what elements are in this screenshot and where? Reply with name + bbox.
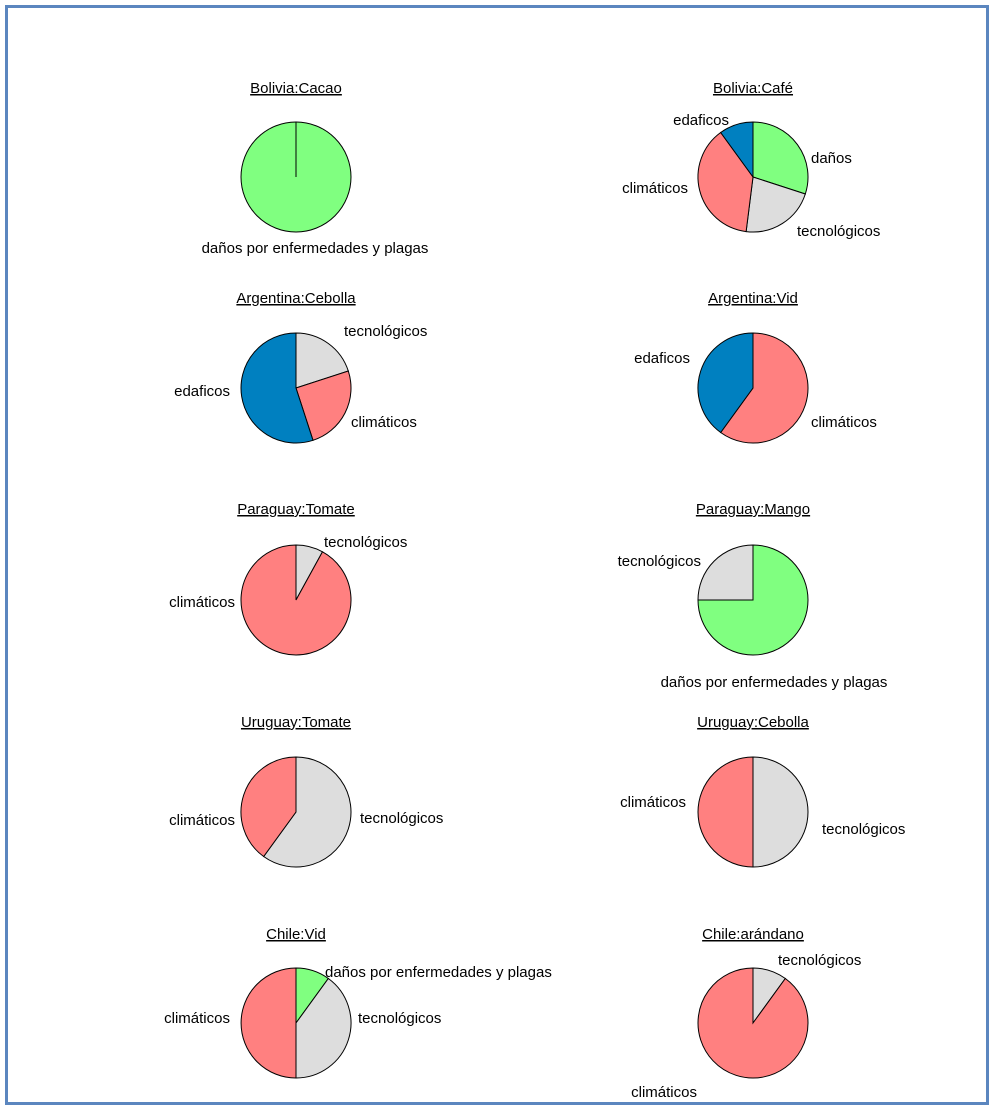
pie-slice-tecnologicos — [745, 176, 806, 233]
chart-title: Uruguay:Tomate — [241, 714, 351, 731]
pie-slice-climaticos — [240, 756, 297, 858]
slice-label-climaticos: climáticos — [622, 180, 688, 197]
pie-chart-bolivia-cafe: Bolivia:Café daños tecnológicos climáticos e… — [622, 80, 880, 240]
pie-slice-climaticos — [719, 332, 809, 444]
slice-label-climaticos: climáticos — [351, 414, 417, 431]
chart-title: Chile:Vid — [266, 926, 326, 943]
pie-slice-tecnologicos — [262, 756, 352, 868]
pie-slice-edaficos — [240, 332, 314, 444]
slice-label-climaticos: climáticos — [631, 1084, 697, 1101]
slice-label-climaticos: climáticos — [620, 794, 686, 811]
slice-label-tecnologicos: tecnológicos — [778, 952, 861, 969]
pie-chart-chile-arandano: Chile:arándano tecnológicos climáticos — [631, 926, 861, 1101]
slice-label-climaticos: climáticos — [164, 1010, 230, 1027]
slice-label-tecnologicos: tecnológicos — [618, 553, 701, 570]
pie-chart-argentina-cebolla: Argentina:Cebolla tecnológicos climáticos e… — [174, 290, 427, 444]
slice-label-danos-por-enfermedades-y-plagas: daños por enfermedades y plagas — [202, 240, 429, 257]
pie-slice-tecnologicos — [697, 544, 754, 601]
pie-chart-paraguay-mango: Paraguay:Mango daños por enfermedades y p… — [618, 501, 888, 691]
pie-slice-edaficos — [697, 332, 754, 434]
pie-slice-edaficos — [719, 121, 754, 179]
pie-slice-climaticos — [697, 131, 754, 233]
pie-slice-tecnologicos — [295, 977, 352, 1079]
slice-label-climaticos: climáticos — [169, 812, 235, 829]
pie-slice-climaticos — [697, 967, 809, 1079]
pie-slice-danos — [752, 121, 809, 195]
chart-title: Paraguay:Mango — [696, 501, 810, 518]
slice-label-tecnologicos: tecnológicos — [344, 323, 427, 340]
chart-title: Argentina:Vid — [708, 290, 798, 307]
slice-label-edaficos: edaficos — [634, 350, 690, 367]
pie-chart-paraguay-tomate: Paraguay:Tomate tecnológicos climáticos — [169, 501, 407, 656]
slice-label-danos: daños — [811, 150, 852, 167]
pie-chart-uruguay-tomate: Uruguay:Tomate tecnológicos climáticos — [169, 714, 443, 868]
chart-title: Bolivia:Café — [713, 80, 793, 97]
slice-label-tecnologicos: tecnológicos — [822, 821, 905, 838]
pie-slice-climaticos — [240, 544, 352, 656]
chart-title: Argentina:Cebolla — [236, 290, 356, 307]
slice-label-danos-por-enfermedades-y-plagas: daños por enfermedades y plagas — [661, 674, 888, 691]
chart-title: Uruguay:Cebolla — [697, 714, 809, 731]
pie-slice-tecnologicos — [295, 332, 349, 389]
slice-label-danos-por-enfermedades-y-plagas: daños por enfermedades y plagas — [325, 964, 552, 981]
pie-slice-climaticos — [295, 370, 352, 441]
slice-label-tecnologicos: tecnológicos — [358, 1010, 441, 1027]
chart-title: Chile:arándano — [702, 926, 804, 943]
slice-label-climaticos: climáticos — [169, 594, 235, 611]
pie-chart-chile-vid: Chile:Vid daños por enfermedades y plagas… — [164, 926, 552, 1079]
slice-label-tecnologicos: tecnológicos — [324, 534, 407, 551]
pie-slice-tecnologicos — [752, 756, 809, 868]
slice-label-climaticos: climáticos — [811, 414, 877, 431]
slice-label-tecnologicos: tecnológicos — [360, 810, 443, 827]
chart-title: Paraguay:Tomate — [237, 501, 355, 518]
pie-slice-climaticos — [240, 967, 297, 1079]
slice-label-edaficos: edaficos — [673, 112, 729, 129]
pie-chart-argentina-vid: Argentina:Vid climáticos edaficos — [634, 290, 877, 444]
chart-frame — [5, 5, 989, 1105]
pie-slice-climaticos — [697, 756, 754, 868]
pie-chart-bolivia-cacao: Bolivia:Cacao daños por enfermedades y pl… — [202, 80, 429, 257]
slice-label-tecnologicos: tecnológicos — [797, 223, 880, 240]
chart-title: Bolivia:Cacao — [250, 80, 342, 97]
pie-chart-uruguay-cebolla: Uruguay:Cebolla tecnológicos climáticos — [620, 714, 905, 868]
slice-label-edaficos: edaficos — [174, 383, 230, 400]
